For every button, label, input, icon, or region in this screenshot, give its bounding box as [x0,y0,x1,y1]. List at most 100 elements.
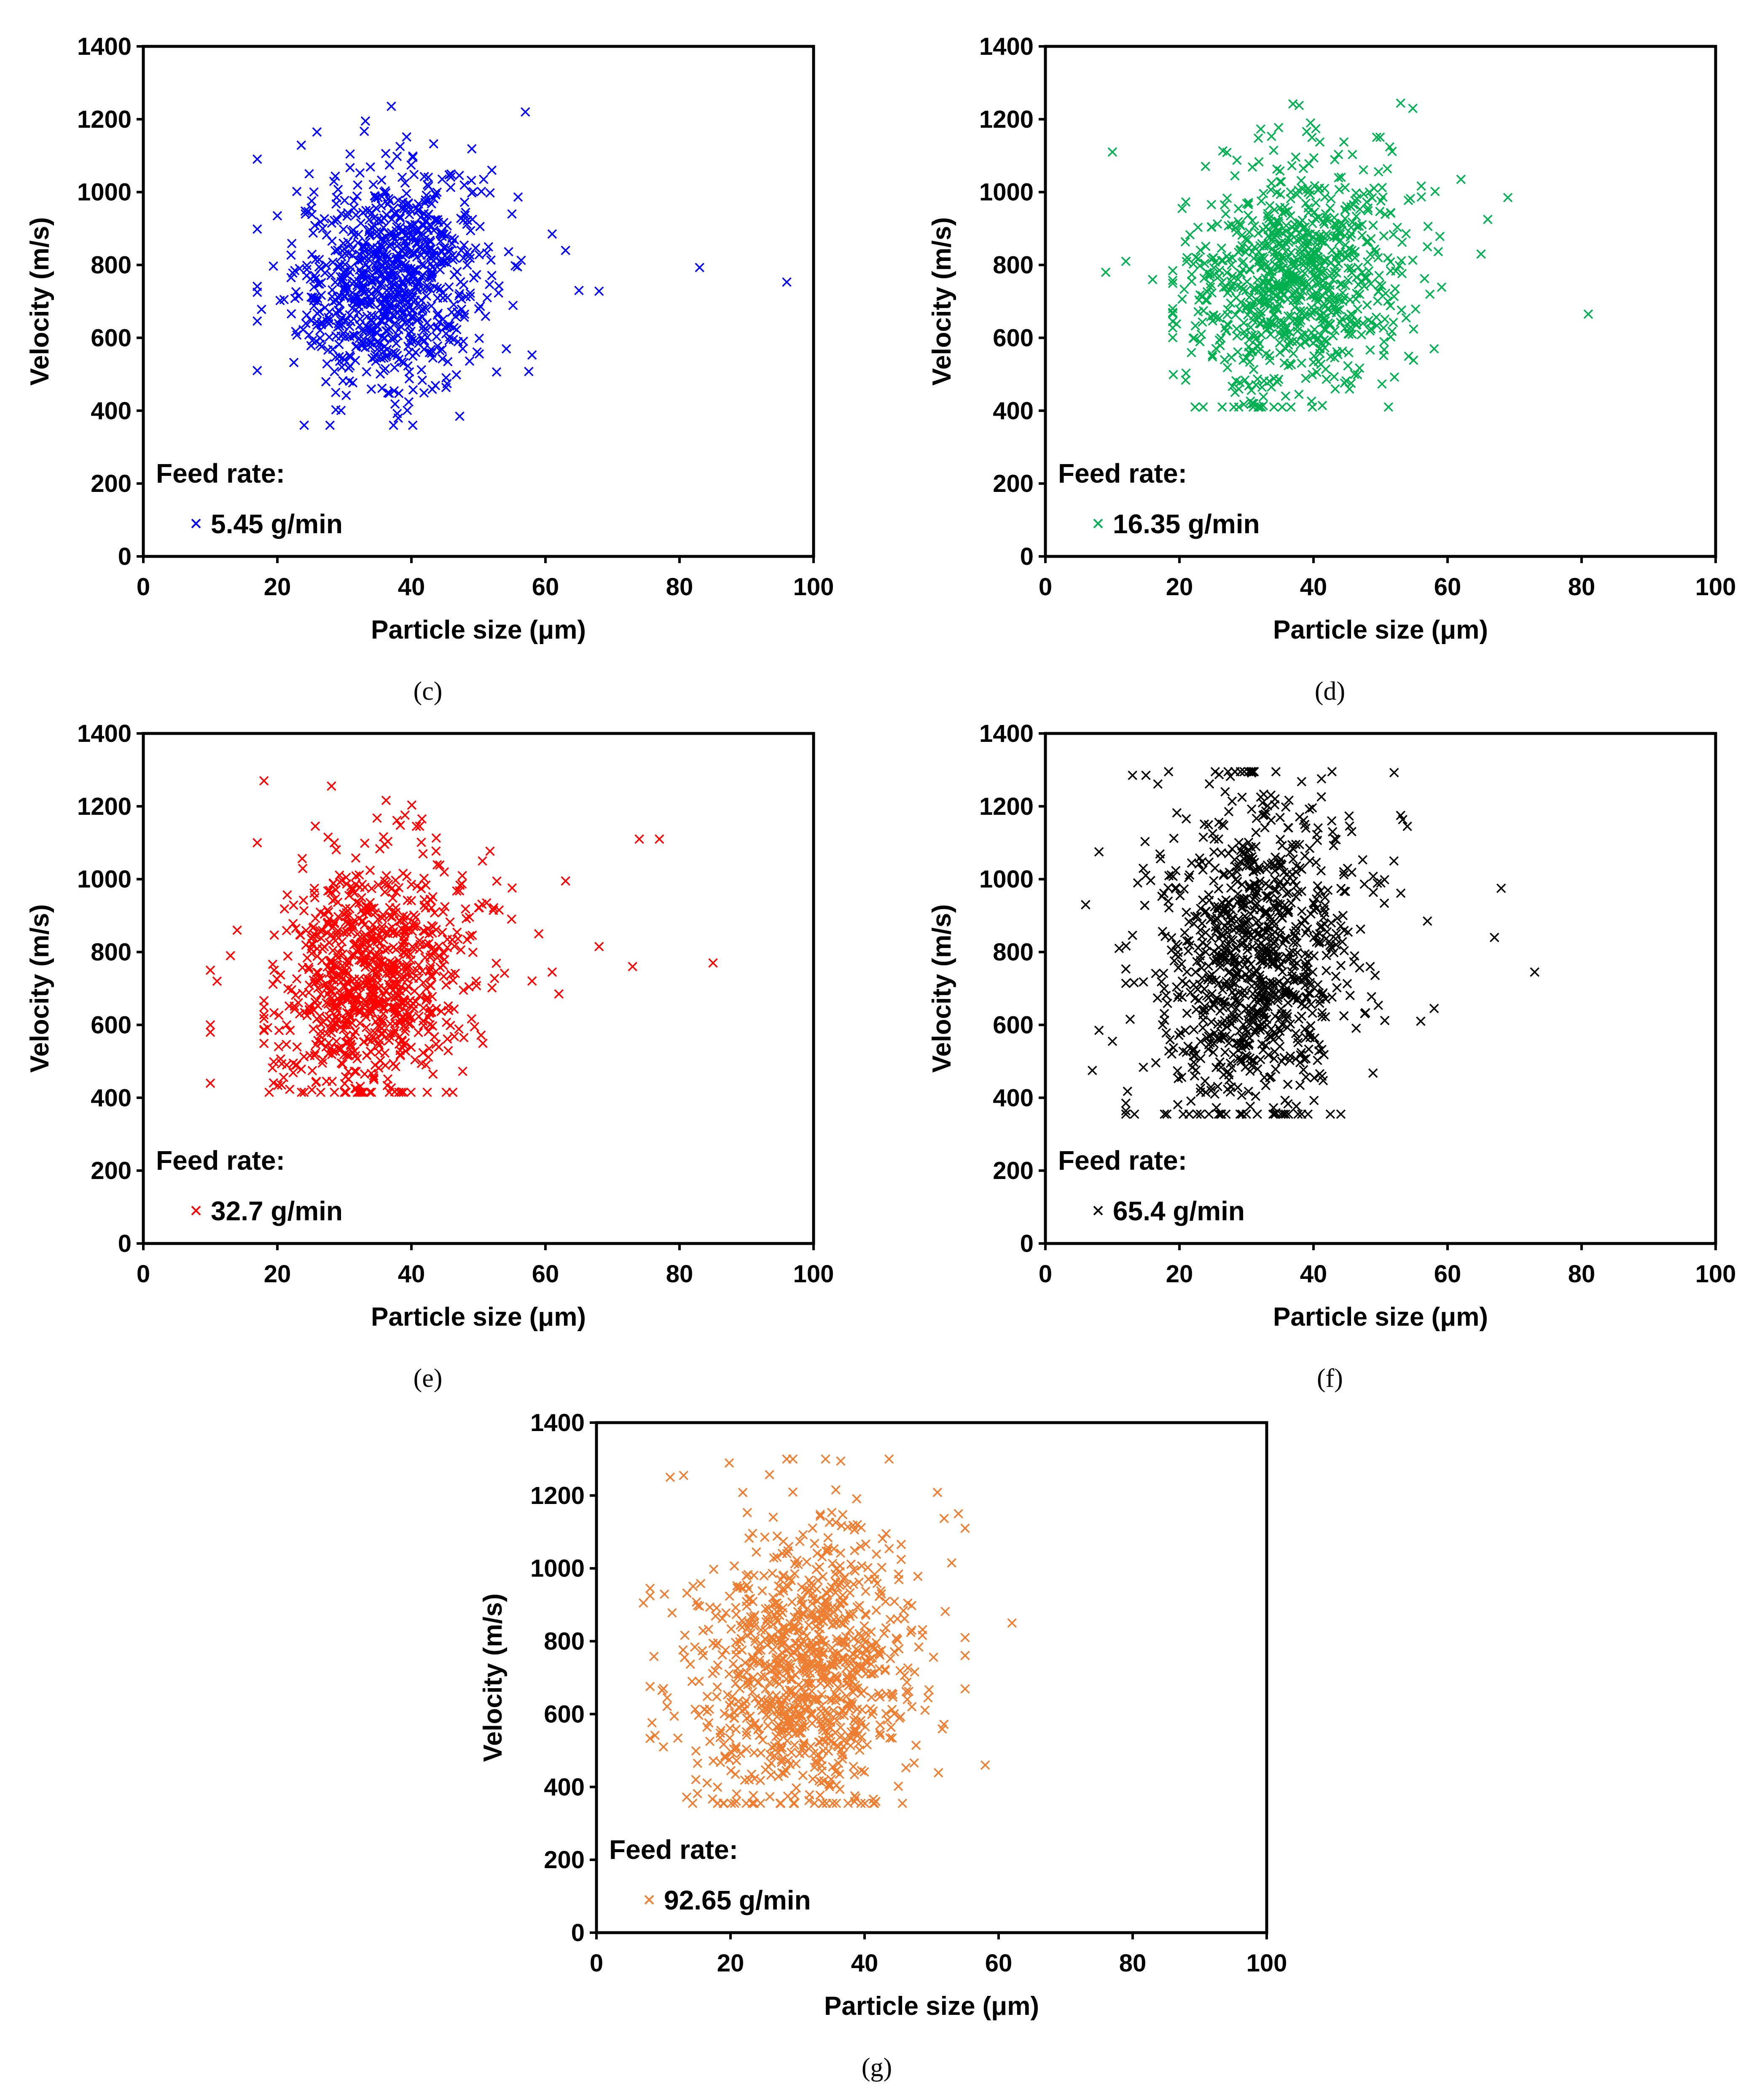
data-point [330,171,340,181]
data-point [391,887,401,897]
data-point [1314,344,1324,354]
data-point [835,1598,845,1608]
data-point [298,864,308,873]
data-point [1423,242,1432,252]
data-point [1201,161,1210,172]
data-point [1375,279,1385,290]
data-point [1260,1072,1269,1082]
data-point [336,209,346,219]
data-point [693,1788,702,1799]
data-point [594,942,604,951]
data-point [416,884,426,894]
data-point [1316,921,1326,931]
data-point [482,898,492,908]
data-point [1347,827,1356,837]
data-point [1101,267,1111,277]
data-point [462,260,472,270]
data-point [731,1756,741,1766]
data-point [1269,145,1279,155]
data-point [1166,945,1176,955]
data-point [365,974,375,984]
data-point [326,1018,336,1028]
data-point [875,1728,885,1737]
data-point [1490,932,1499,943]
data-point [725,1591,734,1601]
data-point [343,969,352,979]
data-point [326,981,336,991]
data-point [1276,1004,1286,1014]
data-point [1313,1055,1322,1065]
data-point [344,957,354,967]
data-point [421,1060,431,1070]
data-point [1234,304,1244,314]
data-point [1370,970,1380,980]
data-point [389,208,399,218]
data-point [395,142,405,151]
data-point [352,191,362,201]
data-point [1322,934,1331,943]
data-point [769,1553,779,1563]
data-point [1315,998,1324,1008]
data-point [450,969,460,978]
data-point [434,941,444,951]
data-point [465,288,475,298]
data-point [867,1692,876,1702]
data-point [679,1471,688,1480]
data-point [443,1001,453,1011]
data-point [1297,906,1307,916]
data-point [1333,349,1343,360]
data-point [1292,861,1301,871]
data-point [357,916,368,925]
data-point [414,1012,424,1021]
data-point [1182,967,1192,977]
data-point [454,1024,464,1034]
data-point [315,926,325,936]
data-point [326,958,336,968]
data-point [1234,988,1244,998]
data-point [1214,266,1225,275]
data-point [741,1668,752,1677]
data-point [1195,337,1205,346]
data-point [1133,878,1143,888]
data-point [290,1001,299,1011]
data-point [742,1713,752,1723]
data-point [695,263,704,272]
data-point [1416,181,1426,191]
data-point [360,1009,370,1018]
data-point [815,1790,825,1800]
data-point [487,165,497,175]
data-point [1184,936,1194,946]
data-point [398,278,408,288]
data-point [350,356,360,365]
data-point [308,923,318,933]
data-point [1269,1054,1279,1063]
series-points [1081,767,1539,1119]
data-point [1309,900,1319,909]
data-point [841,1691,851,1701]
data-point [1160,1015,1169,1025]
data-point [513,192,523,202]
data-point [1293,1109,1303,1119]
data-point [345,149,355,159]
data-point [1159,984,1169,994]
data-point [1268,1109,1278,1119]
data-point [772,1552,782,1562]
data-point [1329,372,1339,381]
data-point [1253,1007,1263,1017]
data-point [371,203,381,213]
panel-caption: (c) [413,677,443,706]
data-point [1290,990,1300,1000]
data-point [746,1661,755,1671]
data-point [1196,329,1206,339]
data-point [1315,994,1325,1004]
data-point [504,247,513,257]
data-point [1254,949,1264,959]
data-point [1160,932,1170,941]
data-point [849,1633,859,1643]
x-tick-label: 100 [1695,1260,1736,1288]
data-point [1233,247,1244,257]
data-point [743,1676,753,1686]
data-point [524,367,534,376]
data-point [286,309,296,319]
x-tick-label: 60 [532,573,559,601]
